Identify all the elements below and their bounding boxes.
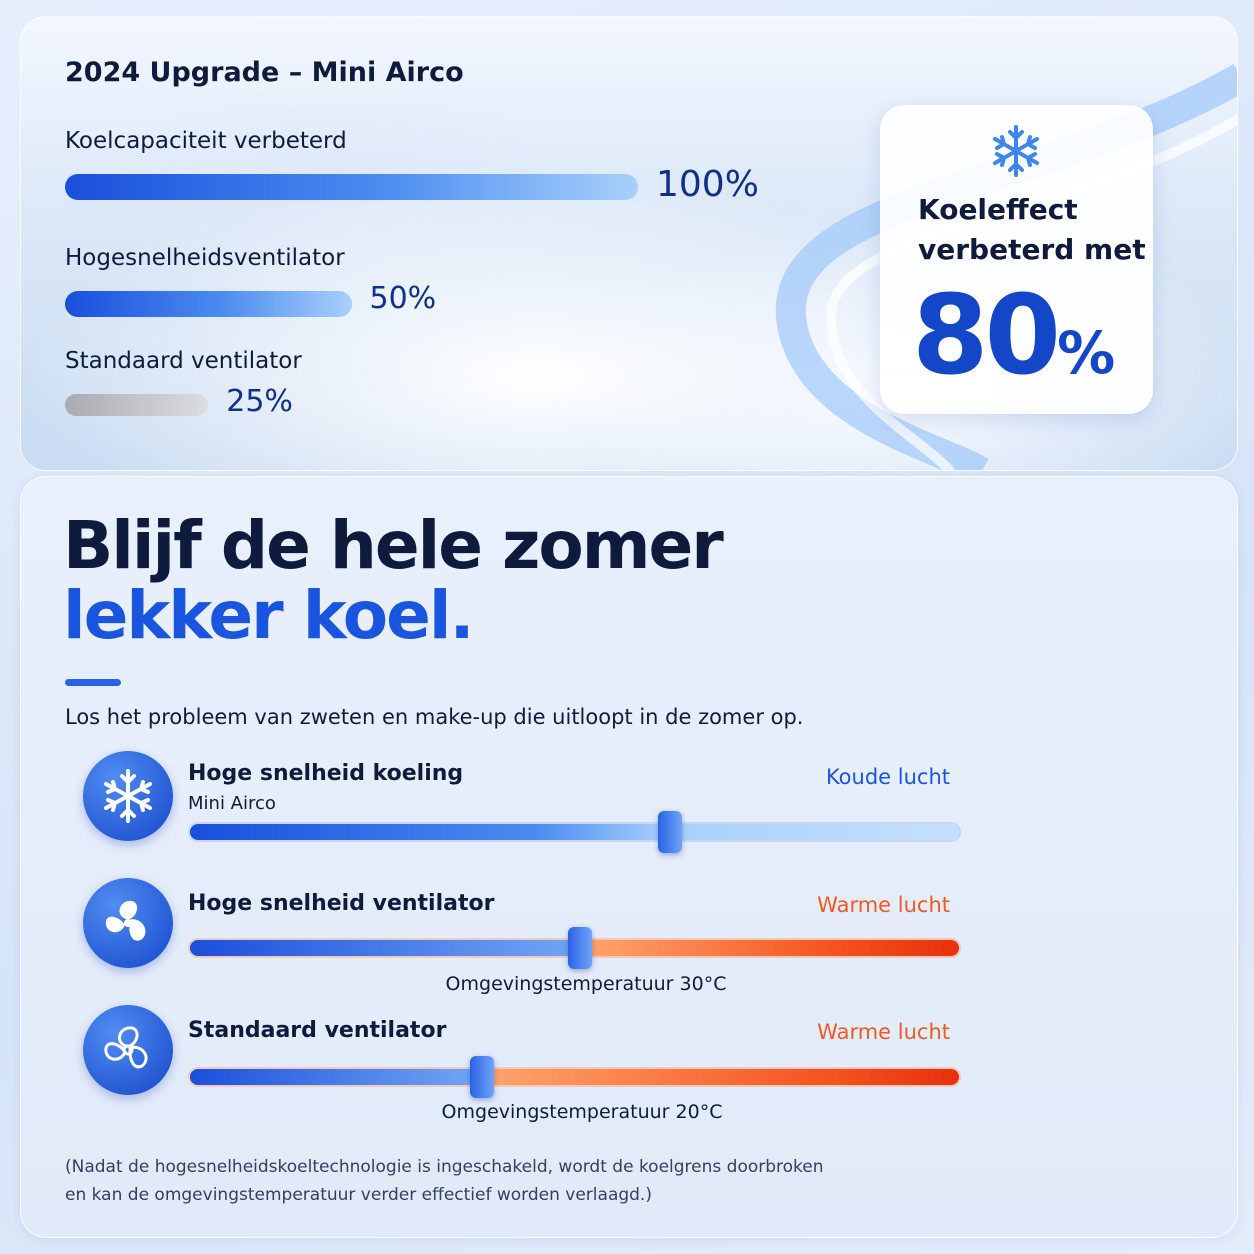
headline-accent: lekker koel.	[63, 577, 475, 654]
comparison-card: Blijf de hele zomer lekker koel. Los het…	[20, 476, 1238, 1238]
air-label: Warme lucht	[817, 893, 950, 917]
footnote: en kan de omgevingstemperatuur verder ef…	[65, 1185, 652, 1205]
bar-label: Standaard ventilator	[65, 348, 302, 374]
row-note: Omgevingstemperatuur 30°C	[445, 973, 727, 995]
bar-value: 25%	[226, 384, 293, 419]
badge-value: 80%	[912, 271, 1115, 399]
bar	[65, 174, 638, 200]
slider-track	[188, 1067, 961, 1087]
row-note: Omgevingstemperatuur 20°C	[441, 1101, 723, 1123]
slider-knob	[470, 1056, 494, 1098]
bar	[65, 291, 352, 317]
badge: Koeleffect verbeterd met 80%	[880, 105, 1153, 414]
fan-icon	[83, 878, 173, 968]
row-title: Hoge snelheid ventilator	[188, 891, 495, 916]
badge-unit: %	[1057, 319, 1116, 387]
slider-knob	[568, 927, 592, 969]
snow-icon	[83, 751, 173, 841]
accent-line	[65, 679, 121, 686]
badge-number: 80	[912, 271, 1061, 399]
subtitle: Los het probleem van zweten en make-up d…	[65, 705, 804, 729]
snowflake	[993, 125, 1039, 177]
air-label: Warme lucht	[817, 1020, 950, 1044]
row-subtitle: Mini Airco	[188, 793, 276, 814]
bar-value: 50%	[369, 281, 437, 316]
upgrade-card: 2024 Upgrade – Mini Airco Koelcapaciteit…	[20, 16, 1238, 471]
bar-label: Hogesnelheidsventilator	[65, 245, 345, 271]
row-title: Standaard ventilator	[188, 1018, 447, 1043]
slider-knob	[658, 811, 682, 853]
fan-icon	[83, 1005, 173, 1095]
badge-line: verbeterd met	[918, 233, 1146, 266]
footnote: (Nadat de hogesnelheidskoeltechnologie i…	[65, 1157, 824, 1177]
bar-label: Koelcapaciteit verbeterd	[65, 128, 347, 154]
bar-value: 100%	[656, 164, 759, 205]
row-title: Hoge snelheid koeling	[188, 761, 464, 786]
title: 2024 Upgrade – Mini Airco	[65, 57, 464, 88]
air-label: Koude lucht	[825, 765, 950, 789]
headline: Blijf de hele zomer	[63, 507, 724, 584]
bar	[65, 394, 209, 416]
slider-track	[188, 822, 961, 842]
badge-line: Koeleffect	[918, 193, 1078, 226]
